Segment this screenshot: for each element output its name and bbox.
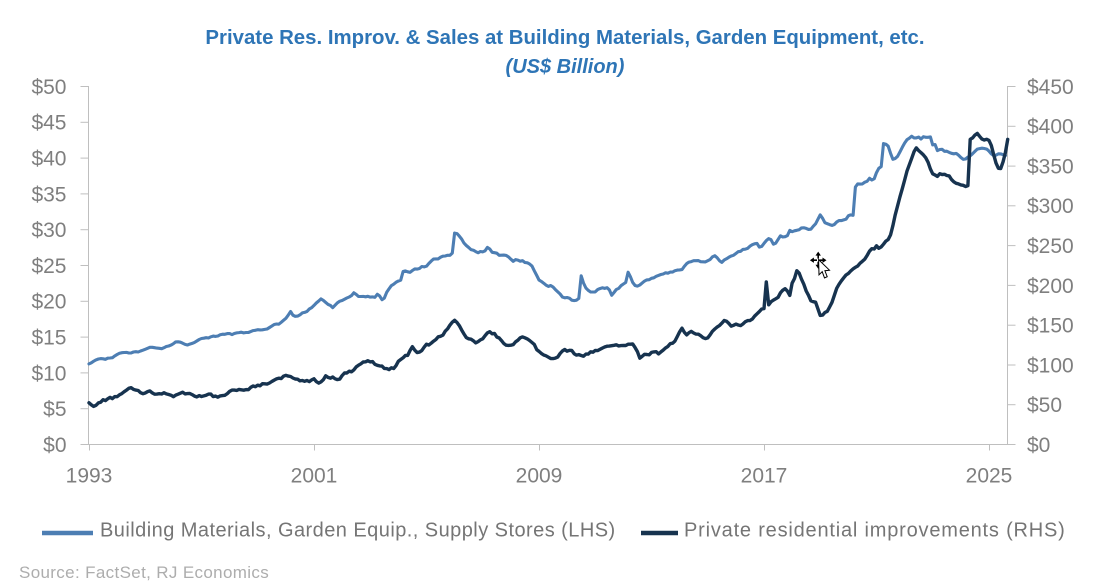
- svg-text:$50: $50: [1027, 394, 1062, 417]
- svg-text:$50: $50: [31, 76, 66, 99]
- svg-text:Private residential improvemen: Private residential improvements (RHS): [684, 520, 1066, 542]
- svg-text:$25: $25: [31, 255, 66, 278]
- svg-text:$0: $0: [43, 434, 66, 457]
- svg-text:$5: $5: [43, 398, 66, 421]
- svg-text:Private Res. Improv. & Sales a: Private Res. Improv. & Sales at Building…: [205, 27, 924, 49]
- svg-text:$40: $40: [31, 148, 66, 171]
- svg-text:$35: $35: [31, 183, 66, 206]
- svg-text:$15: $15: [31, 327, 66, 350]
- svg-text:$45: $45: [31, 112, 66, 135]
- svg-text:2001: 2001: [291, 465, 338, 488]
- svg-text:$250: $250: [1027, 235, 1074, 258]
- svg-text:$200: $200: [1027, 275, 1074, 298]
- svg-text:2009: 2009: [516, 465, 563, 488]
- svg-text:$400: $400: [1027, 116, 1074, 139]
- svg-text:Building Materials, Garden Equ: Building Materials, Garden Equip., Suppl…: [100, 520, 616, 542]
- svg-text:$100: $100: [1027, 354, 1074, 377]
- svg-text:$300: $300: [1027, 195, 1074, 218]
- svg-text:$150: $150: [1027, 315, 1074, 338]
- svg-text:$350: $350: [1027, 156, 1074, 179]
- svg-text:2025: 2025: [966, 465, 1013, 488]
- svg-text:$10: $10: [31, 362, 66, 385]
- svg-text:2017: 2017: [741, 465, 788, 488]
- svg-text:(US$ Billion): (US$ Billion): [506, 56, 625, 78]
- svg-text:$0: $0: [1027, 434, 1050, 457]
- svg-text:$30: $30: [31, 219, 66, 242]
- svg-text:$450: $450: [1027, 76, 1074, 99]
- svg-text:Source: FactSet, RJ Economics: Source: FactSet, RJ Economics: [19, 563, 269, 582]
- svg-text:$20: $20: [31, 291, 66, 314]
- svg-text:1993: 1993: [66, 465, 113, 488]
